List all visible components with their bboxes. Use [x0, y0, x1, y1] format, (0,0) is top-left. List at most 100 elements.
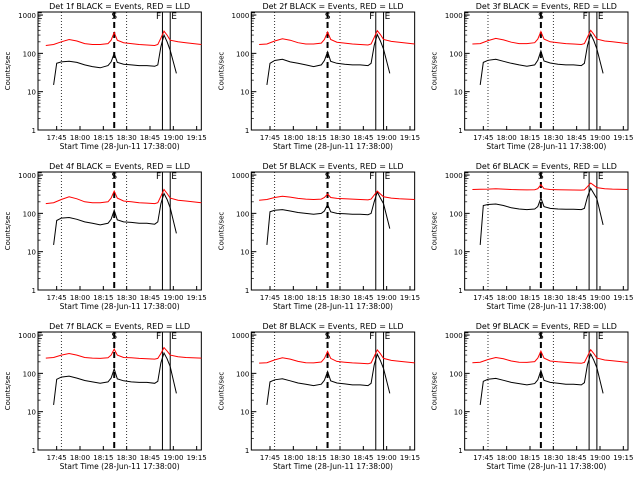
x-tick-label: 18:15 [307, 294, 327, 302]
y-tick-label: 1000 [18, 332, 36, 340]
plot-frame [37, 331, 202, 451]
x-tick-label: 19:15 [400, 454, 420, 462]
x-tick-label: 18:45 [353, 454, 373, 462]
panel-5: Det 5f BLACK = Events, RED = LLD 1 10 100 10… [217, 162, 420, 311]
events-series-line [53, 192, 177, 245]
x-tick-label: 19:00 [163, 294, 183, 302]
x-tick-label: 18:00 [283, 454, 303, 462]
x-tick-label: 17:45 [473, 454, 493, 462]
x-tick-label: 19:00 [377, 294, 397, 302]
marker-letter: S [325, 172, 331, 182]
x-tick-label: 19:00 [163, 454, 183, 462]
x-tick-label: 19:15 [400, 294, 420, 302]
y-tick-label: 1000 [232, 12, 250, 20]
x-tick-label: 19:15 [400, 134, 420, 142]
x-tick-label: 19:00 [163, 134, 183, 142]
x-tick-label: 18:30 [117, 294, 137, 302]
x-tick-label: 19:00 [590, 134, 610, 142]
panel-7: Det 7f BLACK = Events, RED = LLD 1 10 100 10… [4, 322, 207, 471]
y-axis-label: Counts/sec [4, 372, 12, 411]
marker-letter: S [538, 172, 544, 182]
marker-letter: F [583, 12, 588, 22]
y-tick-label: 1 [458, 127, 462, 135]
plot-frame [464, 11, 629, 131]
x-tick-label: 18:30 [330, 134, 350, 142]
marker-letter: S [538, 332, 544, 342]
marker-letter: E [250, 172, 256, 182]
y-tick-label: 10 [240, 409, 249, 417]
x-tick-label: 18:00 [283, 134, 303, 142]
x-tick-label: 19:15 [613, 454, 633, 462]
marker-letter: E [385, 332, 391, 342]
x-tick-label: 17:45 [260, 454, 280, 462]
y-tick-label: 100 [23, 370, 36, 378]
x-tick-label: 18:15 [93, 294, 113, 302]
y-tick-label: 1000 [18, 12, 36, 20]
marker-letter: F [156, 12, 161, 22]
x-axis-label: Start Time (28-Jun-11 17:38:00) [273, 462, 393, 471]
events-series-line [266, 352, 391, 405]
plot-frame [250, 171, 416, 291]
y-tick-label: 1 [32, 127, 36, 135]
panel-title: Det 7f BLACK = Events, RED = LLD [49, 322, 190, 331]
x-axis-label: Start Time (28-Jun-11 17:38:00) [273, 142, 393, 151]
lld-series-line [259, 348, 415, 365]
marker-letter: F [369, 172, 374, 182]
x-axis-label: Start Time (28-Jun-11 17:38:00) [60, 142, 180, 151]
y-tick-label: 1 [458, 287, 462, 295]
x-tick-label: 18:00 [497, 454, 517, 462]
x-tick-label: 19:00 [590, 454, 610, 462]
x-tick-label: 17:45 [260, 134, 280, 142]
events-series-line [53, 351, 177, 405]
lld-series-line [45, 188, 202, 205]
x-axis-label: Start Time (28-Jun-11 17:38:00) [486, 462, 606, 471]
marker-letter: E [463, 332, 469, 342]
y-tick-label: 1 [245, 287, 249, 295]
y-axis-label: Counts/sec [217, 372, 225, 411]
marker-letter: F [156, 332, 161, 342]
x-tick-label: 18:15 [520, 454, 540, 462]
marker-letter: S [325, 12, 331, 22]
y-axis-label: Counts/sec [217, 52, 225, 91]
x-tick-label: 18:00 [70, 134, 90, 142]
marker-letter: F [156, 172, 161, 182]
x-tick-label: 19:00 [377, 454, 397, 462]
y-tick-label: 1000 [18, 172, 36, 180]
marker-letter: E [250, 12, 256, 22]
events-series-line [479, 352, 604, 405]
x-tick-label: 19:15 [187, 454, 207, 462]
marker-letter: E [37, 332, 43, 342]
x-tick-label: 18:30 [117, 454, 137, 462]
y-axis-label: Counts/sec [431, 52, 439, 91]
x-tick-label: 19:00 [377, 134, 397, 142]
marker-letter: E [171, 172, 177, 182]
x-tick-label: 18:45 [353, 134, 373, 142]
x-tick-label: 17:45 [47, 454, 67, 462]
panel-2: Det 2f BLACK = Events, RED = LLD 1 10 100 10… [217, 2, 420, 151]
y-tick-label: 100 [449, 370, 462, 378]
x-tick-label: 18:15 [307, 454, 327, 462]
x-tick-label: 18:00 [70, 454, 90, 462]
panel-title: Det 1f BLACK = Events, RED = LLD [49, 2, 190, 11]
x-tick-label: 17:45 [47, 294, 67, 302]
y-tick-label: 100 [449, 210, 462, 218]
y-tick-label: 1 [458, 447, 462, 455]
panel-title: Det 3f BLACK = Events, RED = LLD [476, 2, 617, 11]
panel-3: Det 3f BLACK = Events, RED = LLD 1 10 100 10… [431, 2, 634, 151]
marker-letter: E [598, 12, 604, 22]
x-tick-label: 19:15 [187, 294, 207, 302]
y-tick-label: 10 [454, 89, 463, 97]
panel-1: Det 1f BLACK = Events, RED = LLD 1 10 100 10… [4, 2, 207, 151]
x-tick-label: 18:45 [140, 294, 160, 302]
y-tick-label: 100 [23, 210, 36, 218]
marker-letter: E [385, 172, 391, 182]
y-axis-label: Counts/sec [4, 212, 12, 251]
lld-series-line [472, 29, 629, 46]
x-axis-label: Start Time (28-Jun-11 17:38:00) [60, 462, 180, 471]
x-tick-label: 17:45 [260, 294, 280, 302]
panel-6: Det 6f BLACK = Events, RED = LLD 1 10 100 10… [431, 162, 634, 311]
y-tick-label: 1 [32, 287, 36, 295]
x-tick-label: 19:15 [613, 294, 633, 302]
panel-title: Det 5f BLACK = Events, RED = LLD [262, 162, 403, 171]
